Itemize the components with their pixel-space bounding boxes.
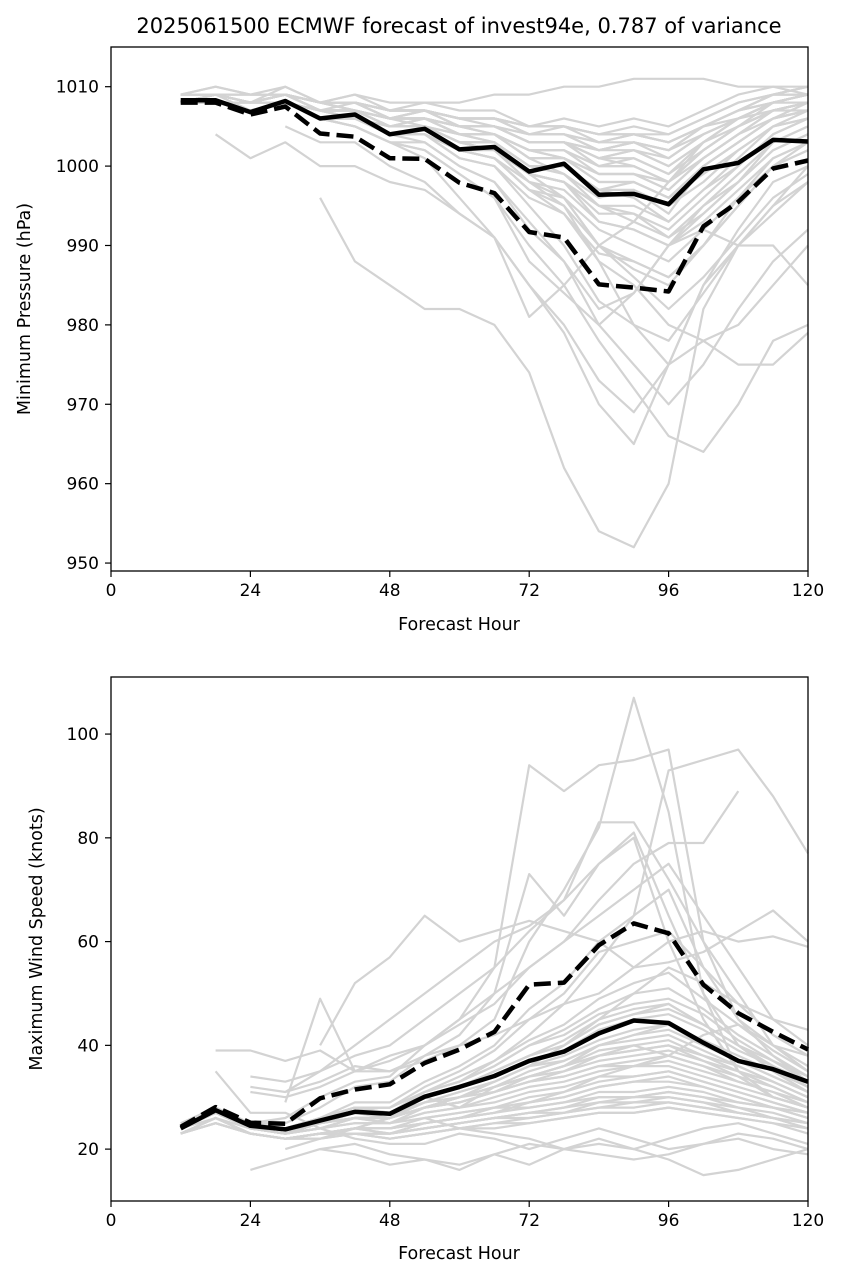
wind-x-tick-label: 0: [106, 1211, 117, 1231]
wind-member-line-50: [424, 1116, 809, 1161]
pressure-member-lines: [180, 77, 809, 549]
pressure-y-tick-label: 960: [67, 475, 99, 495]
wind-x-axis-label: Forecast Hour: [398, 1244, 521, 1264]
pressure-dashed-summary-line: [180, 100, 809, 294]
pressure-solid-summary-line: [180, 97, 809, 207]
wind-member-line-48: [180, 1096, 809, 1140]
pressure-y-tick-label: 1010: [56, 78, 99, 98]
pressure-y-tick-label: 1000: [56, 157, 99, 177]
wind-y-tick-label: 60: [77, 933, 99, 953]
wind-chart: 0 24 48 72 96 120 20 40 60 80 100 Forecast Hour M…: [27, 676, 824, 1264]
pressure-axes-frame: [110, 46, 809, 572]
wind-y-tick-label: 100: [67, 725, 99, 745]
wind-y-tick-label: 40: [77, 1036, 99, 1056]
pressure-member-line-7: [319, 165, 809, 549]
wind-y-axis-label: Maximum Wind Speed (knots): [27, 807, 47, 1070]
pressure-y-axis-label: Minimum Pressure (hPa): [15, 203, 35, 415]
wind-member-line-42: [319, 1122, 809, 1171]
pressure-y-tick-label: 980: [67, 316, 99, 336]
pressure-member-line-17: [284, 125, 809, 414]
wind-x-tick-label: 48: [379, 1211, 401, 1231]
pressure-x-tick-label: 72: [518, 581, 540, 601]
pressure-member-line-8: [180, 93, 809, 406]
wind-member-line-47: [180, 1054, 809, 1135]
wind-summary-lines: [179, 921, 810, 1132]
wind-x-tick-label: 96: [658, 1211, 680, 1231]
wind-member-line-26: [250, 790, 740, 1099]
pressure-member-line-29: [180, 93, 809, 247]
wind-dashed-summary-line: [179, 921, 810, 1129]
pressure-x-axis: 0 24 48 72 96 120: [106, 571, 824, 601]
pressure-x-tick-label: 120: [792, 581, 824, 601]
pressure-x-tick-label: 0: [106, 581, 117, 601]
chart-title: 2025061500 ECMWF forecast of invest94e, …: [136, 14, 781, 38]
pressure-x-tick-label: 48: [379, 581, 401, 601]
wind-y-tick-label: 80: [77, 829, 99, 849]
pressure-summary-lines: [180, 97, 809, 294]
wind-member-lines: [180, 696, 809, 1177]
pressure-y-axis: 950 960 970 980 990 1000 1010: [56, 78, 111, 574]
wind-x-tick-label: 24: [240, 1211, 262, 1231]
wind-member-line-22: [284, 831, 809, 1093]
pressure-member-line-51: [180, 93, 808, 152]
pressure-x-axis-label: Forecast Hour: [398, 615, 521, 635]
wind-solid-summary-line: [179, 1018, 809, 1132]
wind-x-tick-label: 120: [792, 1211, 824, 1231]
pressure-member-line-41: [180, 101, 809, 239]
wind-axes-frame: [110, 676, 809, 1202]
pressure-x-tick-label: 24: [240, 581, 262, 601]
wind-y-tick-label: 20: [77, 1140, 99, 1160]
wind-x-tick-label: 72: [518, 1211, 540, 1231]
pressure-chart: 2025061500 ECMWF forecast of invest94e, …: [15, 14, 824, 635]
wind-x-axis: 0 24 48 72 96 120: [106, 1201, 824, 1231]
pressure-y-tick-label: 990: [67, 236, 99, 256]
wind-member-line-10: [250, 821, 809, 1083]
pressure-y-tick-label: 950: [67, 554, 99, 574]
wind-y-axis: 20 40 60 80 100: [67, 725, 111, 1160]
pressure-y-tick-label: 970: [67, 395, 99, 415]
pressure-member-line-34: [180, 85, 808, 128]
pressure-member-line-39: [319, 77, 809, 112]
wind-member-line-8: [250, 1137, 809, 1177]
pressure-member-line-21: [180, 93, 809, 318]
wind-member-line-46: [250, 909, 809, 1094]
pressure-x-tick-label: 96: [658, 581, 680, 601]
pressure-member-line-5: [180, 93, 809, 342]
